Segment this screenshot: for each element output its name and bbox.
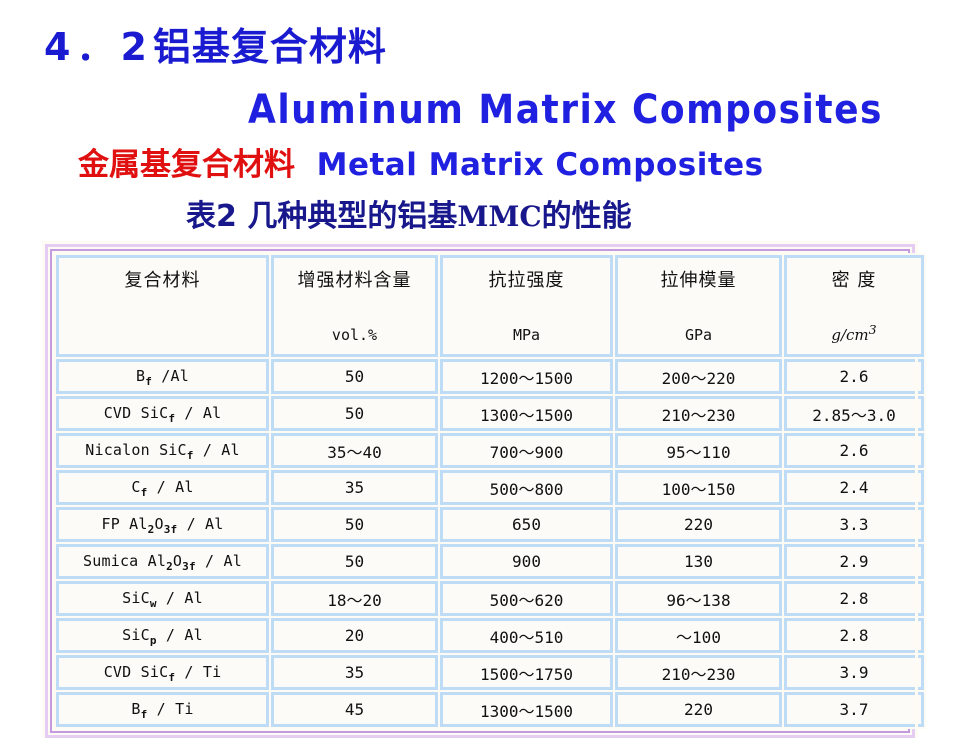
table-row: CVD SiCf / Ti 35 1500〜1750 210〜230 3.9 xyxy=(56,655,924,690)
density-cell: 2.8 xyxy=(784,618,924,653)
table-header-unit: vol.% xyxy=(331,326,378,344)
reinforcement-content-cell: 50 xyxy=(271,544,438,579)
material-name: Sumica Al2O3f / Al xyxy=(83,551,242,573)
material-name: Bf /Al xyxy=(136,366,189,388)
reinforcement-content-cell: 50 xyxy=(271,507,438,542)
density-cell: 2.6 xyxy=(784,359,924,394)
properties-table-frame: 复合材料 增强材料含量 vol.% 抗拉强度 MPa 拉伸模量 GPa 密 度 g/cm3 Bf … xyxy=(42,241,926,738)
tensile-strength-cell: 650 xyxy=(440,507,613,542)
table-header-row: 复合材料 增强材料含量 vol.% 抗拉强度 MPa 拉伸模量 GPa 密 度 g/cm3 xyxy=(56,255,924,357)
material-name-cell: Bf / Ti xyxy=(56,692,269,727)
properties-table: 复合材料 增强材料含量 vol.% 抗拉强度 MPa 拉伸模量 GPa 密 度 g/cm3 Bf … xyxy=(54,253,926,729)
reinforcement-content-cell: 35 xyxy=(271,655,438,690)
subtitle-chinese: 金属基复合材料 xyxy=(78,147,295,183)
density-cell: 2.6 xyxy=(784,433,924,468)
properties-table-inner-frame: 复合材料 增强材料含量 vol.% 抗拉强度 MPa 拉伸模量 GPa 密 度 g/cm3 Bf … xyxy=(50,249,926,733)
section-heading-chinese: 铝基复合材料 xyxy=(152,25,387,69)
table-header-cell-0: 复合材料 xyxy=(56,255,269,357)
density-cell: 2.4 xyxy=(784,470,924,505)
density-cell: 2.85〜3.0 xyxy=(784,396,924,431)
section-heading-line-1: 4．2铝基复合材料 xyxy=(44,28,387,66)
material-name-cell: FP Al2O3f / Al xyxy=(56,507,269,542)
table-row: Bf / Ti 45 1300〜1500 220 3.7 xyxy=(56,692,924,727)
tensile-strength-cell: 1300〜1500 xyxy=(440,396,613,431)
table-caption-suffix: 的性能 xyxy=(541,199,632,234)
material-name: FP Al2O3f / Al xyxy=(101,514,224,536)
tensile-strength-cell: 500〜620 xyxy=(440,581,613,616)
reinforcement-content-cell: 50 xyxy=(271,396,438,431)
tensile-strength-cell: 1200〜1500 xyxy=(440,359,613,394)
tensile-modulus-cell: 130 xyxy=(615,544,782,579)
tensile-modulus-cell: 220 xyxy=(615,507,782,542)
table-row: SiCw / Al 18〜20 500〜620 96〜138 2.8 xyxy=(56,581,924,616)
material-name-cell: Cf / Al xyxy=(56,470,269,505)
tensile-modulus-cell: 220 xyxy=(615,692,782,727)
material-name: CVD SiCf / Ti xyxy=(103,662,222,684)
tensile-strength-cell: 1300〜1500 xyxy=(440,692,613,727)
density-cell: 3.9 xyxy=(784,655,924,690)
material-name-cell: CVD SiCf / Al xyxy=(56,396,269,431)
material-name: CVD SiCf / Al xyxy=(103,403,222,425)
tensile-strength-cell: 900 xyxy=(440,544,613,579)
table-caption-mmc: MMC xyxy=(457,200,542,233)
table-row: Cf / Al 35 500〜800 100〜150 2.4 xyxy=(56,470,924,505)
subtitle-line: 金属基复合材料 Metal Matrix Composites xyxy=(78,150,764,181)
table-row: SiCp / Al 20 400〜510 〜100 2.8 xyxy=(56,618,924,653)
table-header-cell-2: 抗拉强度 MPa xyxy=(440,255,613,357)
density-cell: 3.3 xyxy=(784,507,924,542)
table-row: FP Al2O3f / Al 50 650 220 3.3 xyxy=(56,507,924,542)
table-row: Bf /Al 50 1200〜1500 200〜220 2.6 xyxy=(56,359,924,394)
section-heading-english: Aluminum Matrix Composites xyxy=(248,87,883,133)
table-header-label: 密 度 xyxy=(831,270,877,291)
table-header-cell-1: 增强材料含量 vol.% xyxy=(271,255,438,357)
table-row: Nicalon SiCf / Al 35〜40 700〜900 95〜110 2.6 xyxy=(56,433,924,468)
material-name-cell: SiCw / Al xyxy=(56,581,269,616)
table-header-label: 复合材料 xyxy=(124,270,201,291)
table-header-label: 抗拉强度 xyxy=(488,270,565,291)
material-name: SiCw / Al xyxy=(122,588,203,610)
table-caption-prefix: 表2 几种典型的铝基 xyxy=(186,199,458,234)
tensile-modulus-cell: 100〜150 xyxy=(615,470,782,505)
section-number: 4．2 xyxy=(44,25,153,69)
table-header-label: 增强材料含量 xyxy=(297,270,412,291)
table-header-label: 拉伸模量 xyxy=(660,270,737,291)
table-header-unit: MPa xyxy=(512,326,541,344)
table-header-cell-3: 拉伸模量 GPa xyxy=(615,255,782,357)
material-name: Cf / Al xyxy=(131,477,194,499)
reinforcement-content-cell: 35〜40 xyxy=(271,433,438,468)
tensile-strength-cell: 500〜800 xyxy=(440,470,613,505)
tensile-modulus-cell: 210〜230 xyxy=(615,396,782,431)
table-caption: 表2 几种典型的铝基MMC的性能 xyxy=(186,202,632,232)
material-name-cell: Nicalon SiCf / Al xyxy=(56,433,269,468)
table-row: Sumica Al2O3f / Al 50 900 130 2.9 xyxy=(56,544,924,579)
material-name-cell: Bf /Al xyxy=(56,359,269,394)
tensile-modulus-cell: 96〜138 xyxy=(615,581,782,616)
table-header-unit: g/cm3 xyxy=(831,322,877,344)
tensile-modulus-cell: 200〜220 xyxy=(615,359,782,394)
material-name-cell: CVD SiCf / Ti xyxy=(56,655,269,690)
tensile-modulus-cell: 〜100 xyxy=(615,618,782,653)
material-name: Bf / Ti xyxy=(131,699,194,721)
material-name-cell: Sumica Al2O3f / Al xyxy=(56,544,269,579)
subtitle-english: Metal Matrix Composites xyxy=(316,147,764,183)
table-row: CVD SiCf / Al 50 1300〜1500 210〜230 2.85〜3.0 xyxy=(56,396,924,431)
reinforcement-content-cell: 18〜20 xyxy=(271,581,438,616)
tensile-modulus-cell: 95〜110 xyxy=(615,433,782,468)
material-name: SiCp / Al xyxy=(122,625,203,647)
table-header-cell-4: 密 度 g/cm3 xyxy=(784,255,924,357)
tensile-modulus-cell: 210〜230 xyxy=(615,655,782,690)
tensile-strength-cell: 700〜900 xyxy=(440,433,613,468)
reinforcement-content-cell: 45 xyxy=(271,692,438,727)
tensile-strength-cell: 400〜510 xyxy=(440,618,613,653)
table-header-unit: GPa xyxy=(684,326,713,344)
material-name: Nicalon SiCf / Al xyxy=(85,440,240,462)
density-cell: 3.7 xyxy=(784,692,924,727)
tensile-strength-cell: 1500〜1750 xyxy=(440,655,613,690)
reinforcement-content-cell: 20 xyxy=(271,618,438,653)
density-cell: 2.9 xyxy=(784,544,924,579)
material-name-cell: SiCp / Al xyxy=(56,618,269,653)
reinforcement-content-cell: 50 xyxy=(271,359,438,394)
density-cell: 2.8 xyxy=(784,581,924,616)
reinforcement-content-cell: 35 xyxy=(271,470,438,505)
